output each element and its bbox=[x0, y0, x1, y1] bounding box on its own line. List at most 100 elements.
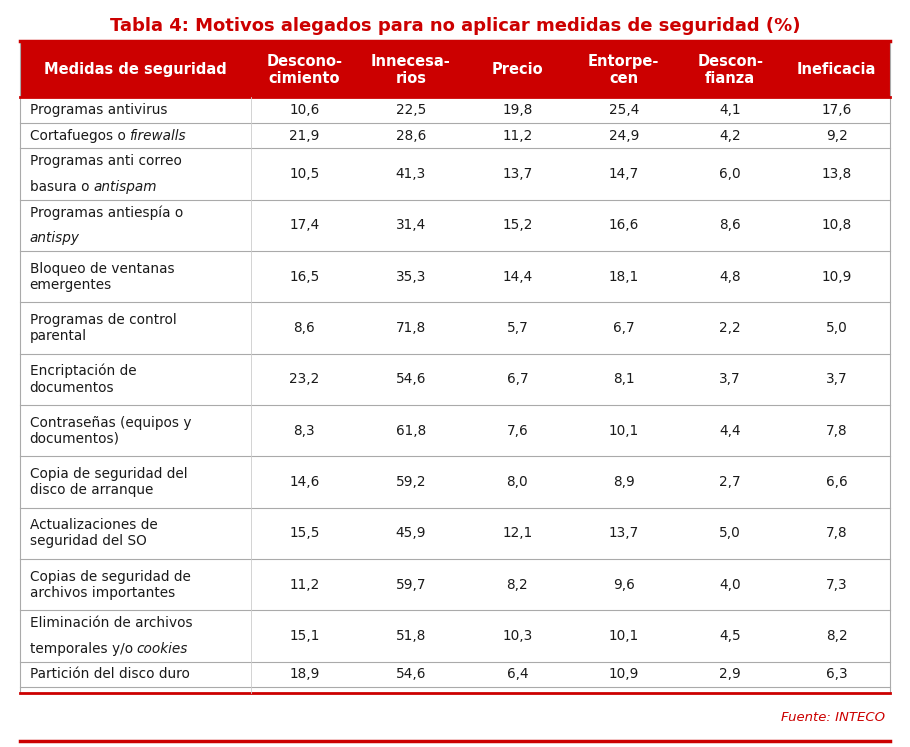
Text: Copias de seguridad de
archivos importantes: Copias de seguridad de archivos importan… bbox=[30, 569, 190, 600]
Text: basura o: basura o bbox=[30, 180, 94, 194]
Text: 51,8: 51,8 bbox=[396, 629, 426, 643]
Text: Medidas de seguridad: Medidas de seguridad bbox=[45, 62, 227, 78]
Text: Programas antiespía o: Programas antiespía o bbox=[30, 205, 183, 220]
Text: firewalls: firewalls bbox=[129, 128, 186, 143]
Text: 10,5: 10,5 bbox=[289, 167, 319, 181]
Text: 10,9: 10,9 bbox=[822, 270, 852, 284]
Text: 6,4: 6,4 bbox=[507, 667, 528, 681]
Text: 4,8: 4,8 bbox=[720, 270, 741, 284]
Text: 8,0: 8,0 bbox=[507, 475, 528, 489]
Text: Innecesa-
rios: Innecesa- rios bbox=[371, 54, 450, 86]
Text: 7,6: 7,6 bbox=[507, 424, 528, 438]
Text: 54,6: 54,6 bbox=[396, 372, 426, 386]
Text: Programas de control
parental: Programas de control parental bbox=[30, 313, 177, 343]
Text: 14,6: 14,6 bbox=[289, 475, 319, 489]
Text: 6,7: 6,7 bbox=[613, 321, 634, 335]
Text: 16,5: 16,5 bbox=[289, 270, 319, 284]
Text: 7,8: 7,8 bbox=[826, 527, 847, 540]
Text: 8,3: 8,3 bbox=[294, 424, 315, 438]
Bar bbox=[20, 43, 890, 97]
Text: 59,2: 59,2 bbox=[396, 475, 426, 489]
Text: 59,7: 59,7 bbox=[396, 577, 426, 592]
Text: 2,2: 2,2 bbox=[720, 321, 741, 335]
Text: Entorpe-
cen: Entorpe- cen bbox=[588, 54, 660, 86]
Text: Programas anti correo: Programas anti correo bbox=[30, 154, 182, 168]
Text: antispam: antispam bbox=[94, 180, 157, 194]
Text: 17,4: 17,4 bbox=[289, 218, 319, 232]
Text: 3,7: 3,7 bbox=[826, 372, 847, 386]
Text: 10,9: 10,9 bbox=[609, 667, 639, 681]
Text: 2,9: 2,9 bbox=[720, 667, 741, 681]
Text: 7,8: 7,8 bbox=[826, 424, 847, 438]
Text: 18,1: 18,1 bbox=[609, 270, 639, 284]
Text: 4,0: 4,0 bbox=[720, 577, 741, 592]
Text: 6,3: 6,3 bbox=[826, 667, 847, 681]
Text: Actualizaciones de
seguridad del SO: Actualizaciones de seguridad del SO bbox=[30, 518, 157, 548]
Text: 8,9: 8,9 bbox=[613, 475, 634, 489]
Text: 15,5: 15,5 bbox=[289, 527, 319, 540]
Text: 35,3: 35,3 bbox=[396, 270, 426, 284]
Text: 21,9: 21,9 bbox=[289, 128, 319, 143]
Text: 10,1: 10,1 bbox=[609, 629, 639, 643]
Text: 18,9: 18,9 bbox=[289, 667, 319, 681]
Text: Precio: Precio bbox=[491, 62, 543, 78]
Text: 31,4: 31,4 bbox=[396, 218, 426, 232]
Text: Descon-
fianza: Descon- fianza bbox=[697, 54, 763, 86]
Text: 10,3: 10,3 bbox=[502, 629, 532, 643]
Text: 16,6: 16,6 bbox=[609, 218, 639, 232]
Text: Fuente: INTECO: Fuente: INTECO bbox=[782, 710, 885, 724]
Text: 10,6: 10,6 bbox=[289, 103, 319, 117]
Text: Cortafuegos o: Cortafuegos o bbox=[30, 128, 130, 143]
Text: 4,2: 4,2 bbox=[720, 128, 741, 143]
Text: 6,6: 6,6 bbox=[826, 475, 847, 489]
Text: 2,7: 2,7 bbox=[720, 475, 741, 489]
Text: 6,0: 6,0 bbox=[720, 167, 741, 181]
Text: 4,5: 4,5 bbox=[720, 629, 741, 643]
Text: 13,7: 13,7 bbox=[502, 167, 532, 181]
Text: Descono-
cimiento: Descono- cimiento bbox=[267, 54, 342, 86]
Text: 8,2: 8,2 bbox=[507, 577, 528, 592]
Text: 4,4: 4,4 bbox=[720, 424, 741, 438]
Text: 3,7: 3,7 bbox=[720, 372, 741, 386]
Text: Programas antivirus: Programas antivirus bbox=[30, 103, 167, 117]
Text: 6,7: 6,7 bbox=[507, 372, 528, 386]
Text: 8,2: 8,2 bbox=[826, 629, 847, 643]
Text: 5,0: 5,0 bbox=[826, 321, 847, 335]
Text: 7,3: 7,3 bbox=[826, 577, 847, 592]
Text: 8,6: 8,6 bbox=[294, 321, 315, 335]
Text: 14,7: 14,7 bbox=[609, 167, 639, 181]
Text: Tabla 4: Motivos alegados para no aplicar medidas de seguridad (%): Tabla 4: Motivos alegados para no aplica… bbox=[110, 17, 800, 35]
Text: 45,9: 45,9 bbox=[396, 527, 426, 540]
Text: 5,7: 5,7 bbox=[507, 321, 528, 335]
Text: 10,1: 10,1 bbox=[609, 424, 639, 438]
Text: 14,4: 14,4 bbox=[502, 270, 532, 284]
Text: 5,0: 5,0 bbox=[720, 527, 741, 540]
Text: cookies: cookies bbox=[136, 642, 187, 656]
Text: 19,8: 19,8 bbox=[502, 103, 532, 117]
Text: 9,2: 9,2 bbox=[826, 128, 847, 143]
Text: 13,8: 13,8 bbox=[822, 167, 852, 181]
Text: 13,7: 13,7 bbox=[609, 527, 639, 540]
Text: 41,3: 41,3 bbox=[396, 167, 426, 181]
Text: Partición del disco duro: Partición del disco duro bbox=[30, 667, 189, 681]
Text: 9,6: 9,6 bbox=[613, 577, 634, 592]
Text: 17,6: 17,6 bbox=[822, 103, 852, 117]
Text: 12,1: 12,1 bbox=[502, 527, 532, 540]
Text: temporales y/o: temporales y/o bbox=[30, 642, 137, 656]
Text: 22,5: 22,5 bbox=[396, 103, 426, 117]
Text: 8,1: 8,1 bbox=[613, 372, 634, 386]
Text: antispy: antispy bbox=[30, 232, 80, 245]
Text: 11,2: 11,2 bbox=[289, 577, 319, 592]
Text: Encriptación de
documentos: Encriptación de documentos bbox=[30, 364, 136, 394]
Text: 11,2: 11,2 bbox=[502, 128, 532, 143]
Text: Copia de seguridad del
disco de arranque: Copia de seguridad del disco de arranque bbox=[30, 467, 187, 497]
Text: Ineficacia: Ineficacia bbox=[797, 62, 876, 78]
Text: 28,6: 28,6 bbox=[396, 128, 426, 143]
Text: 15,2: 15,2 bbox=[502, 218, 532, 232]
Text: 61,8: 61,8 bbox=[396, 424, 426, 438]
Text: 25,4: 25,4 bbox=[609, 103, 639, 117]
Text: 54,6: 54,6 bbox=[396, 667, 426, 681]
Text: Contraseñas (equipos y
documentos): Contraseñas (equipos y documentos) bbox=[30, 415, 191, 446]
Text: 8,6: 8,6 bbox=[720, 218, 741, 232]
Text: 4,1: 4,1 bbox=[720, 103, 741, 117]
